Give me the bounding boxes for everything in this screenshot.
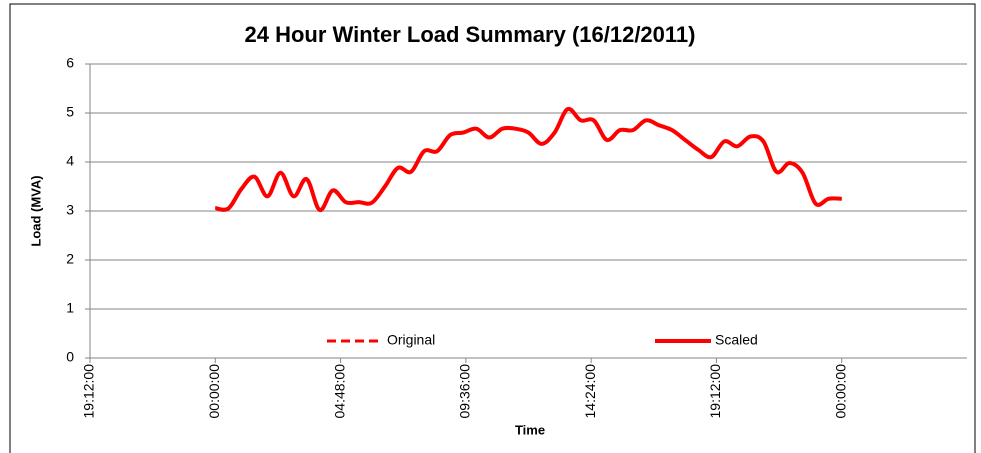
legend-label: Original <box>387 332 435 348</box>
y-tick-label: 3 <box>66 202 74 218</box>
x-tick-label: 04:48:00 <box>331 364 347 419</box>
x-tick-label: 00:00:00 <box>206 364 222 419</box>
y-tick-label: 2 <box>66 251 74 267</box>
x-tick-label: 09:36:00 <box>457 364 473 419</box>
y-tick-label: 5 <box>66 104 74 120</box>
chart-title: 24 Hour Winter Load Summary (16/12/2011) <box>245 22 696 47</box>
x-tick-label: 19:12:00 <box>707 364 723 419</box>
x-tick-label: 14:24:00 <box>582 364 598 419</box>
y-axis-label: Load (MVA) <box>28 175 43 246</box>
x-tick-label: 00:00:00 <box>832 364 848 419</box>
y-tick-label: 1 <box>66 300 74 316</box>
x-axis-label: Time <box>515 422 545 437</box>
y-tick-label: 6 <box>66 55 74 71</box>
legend-label: Scaled <box>715 332 758 348</box>
y-tick-label: 4 <box>66 153 74 169</box>
y-tick-label: 0 <box>66 349 74 365</box>
x-tick-label: 19:12:00 <box>81 364 97 419</box>
chart-frame <box>9 3 976 453</box>
series-line <box>214 106 842 213</box>
